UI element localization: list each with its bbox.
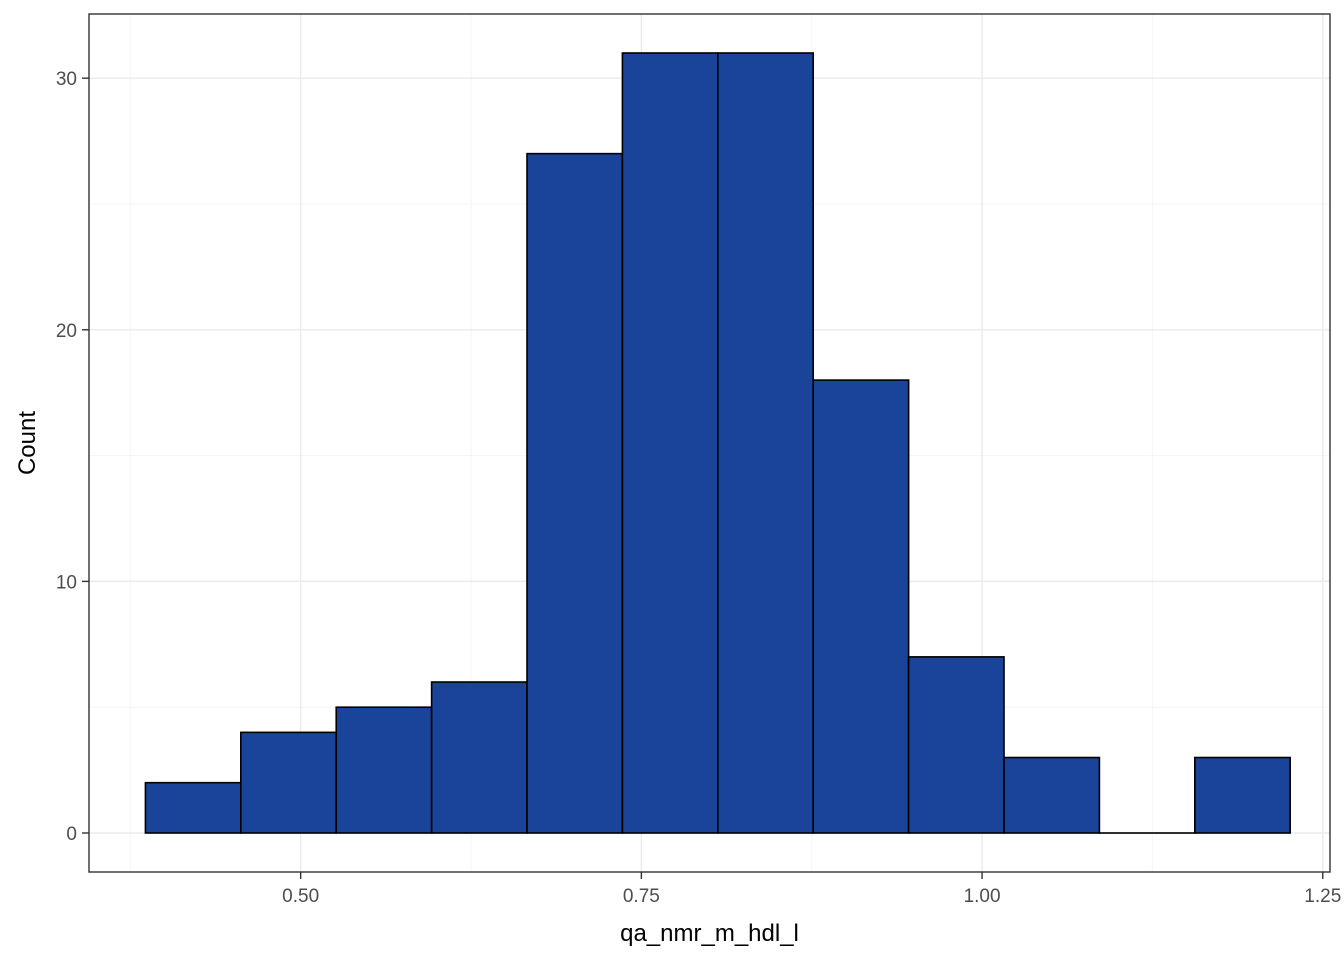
y-tick-label: 20 bbox=[56, 321, 77, 342]
histogram-bar-5 bbox=[526, 152, 624, 834]
histogram-bar-1 bbox=[144, 781, 242, 834]
y-tick-label: 0 bbox=[66, 824, 77, 845]
histogram-bar-3 bbox=[335, 706, 433, 834]
histogram-bar-9 bbox=[907, 656, 1005, 834]
y-tick-label: 30 bbox=[56, 69, 77, 90]
y-tick-label: 10 bbox=[56, 572, 77, 593]
histogram-bar-8 bbox=[812, 379, 910, 834]
x-tick-label: 1.00 bbox=[964, 886, 1001, 907]
x-tick-label: 0.75 bbox=[623, 886, 660, 907]
y-axis-title: Count bbox=[14, 411, 41, 475]
histogram-bars bbox=[144, 52, 1292, 834]
x-tick-label: 1.25 bbox=[1304, 886, 1341, 907]
histogram-bar-2 bbox=[240, 731, 338, 834]
y-axis: 0 10 20 30 bbox=[56, 69, 89, 845]
panel-border bbox=[88, 13, 1331, 873]
histogram-bar-7 bbox=[717, 52, 815, 834]
histogram-bar-12 bbox=[1194, 756, 1292, 834]
x-tick-label: 0.50 bbox=[282, 886, 319, 907]
histogram-bar-6 bbox=[621, 52, 719, 834]
x-axis: 0.50 0.75 1.00 1.25 bbox=[282, 872, 1341, 907]
histogram-bar-4 bbox=[430, 681, 528, 834]
x-axis-title: qa_nmr_m_hdl_l bbox=[620, 920, 799, 947]
histogram-bar-10 bbox=[1003, 756, 1101, 834]
